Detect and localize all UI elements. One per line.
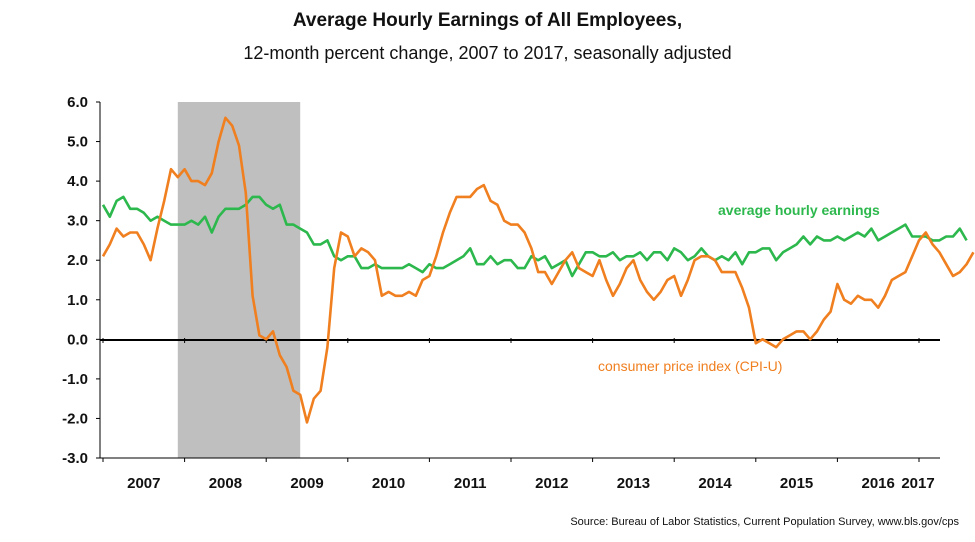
earnings-series-label: average hourly earnings bbox=[718, 202, 880, 218]
x-tick-label: 2010 bbox=[372, 475, 405, 492]
chart-title: Average Hourly Earnings of All Employees… bbox=[292, 10, 683, 31]
y-tick-label: 2.0 bbox=[67, 252, 88, 269]
y-tick-label: 6.0 bbox=[67, 94, 88, 111]
y-tick-label: -1.0 bbox=[62, 371, 88, 388]
x-tick-label: 2011 bbox=[454, 475, 487, 492]
y-tick-label: -3.0 bbox=[62, 450, 88, 467]
y-tick-label: 1.0 bbox=[67, 292, 88, 309]
cpi-series-label: consumer price index (CPI-U) bbox=[598, 358, 782, 374]
x-tick-label: 2013 bbox=[617, 475, 650, 492]
x-tick-label: 2007 bbox=[127, 475, 160, 492]
x-tick-label: 2016 bbox=[862, 475, 895, 492]
x-tick-label: 2008 bbox=[209, 475, 242, 492]
y-tick-label: 0.0 bbox=[67, 331, 88, 348]
x-tick-label: 2017 bbox=[901, 475, 934, 492]
chart-subtitle: 12-month percent change, 2007 to 2017, s… bbox=[243, 43, 732, 63]
source-note: Source: Bureau of Labor Statistics, Curr… bbox=[570, 516, 959, 528]
cpi-series-line bbox=[101, 116, 975, 424]
x-tick-label: 2012 bbox=[535, 475, 568, 492]
x-tick-label: 2009 bbox=[290, 475, 323, 492]
y-tick-label: 3.0 bbox=[67, 213, 88, 230]
x-tick-label: 2015 bbox=[780, 475, 813, 492]
y-tick-label: 5.0 bbox=[67, 134, 88, 151]
recession-shading bbox=[177, 102, 301, 458]
x-tick-label: 2014 bbox=[698, 475, 732, 492]
y-tick-label: 4.0 bbox=[67, 173, 88, 190]
y-tick-label: -2.0 bbox=[62, 410, 88, 427]
